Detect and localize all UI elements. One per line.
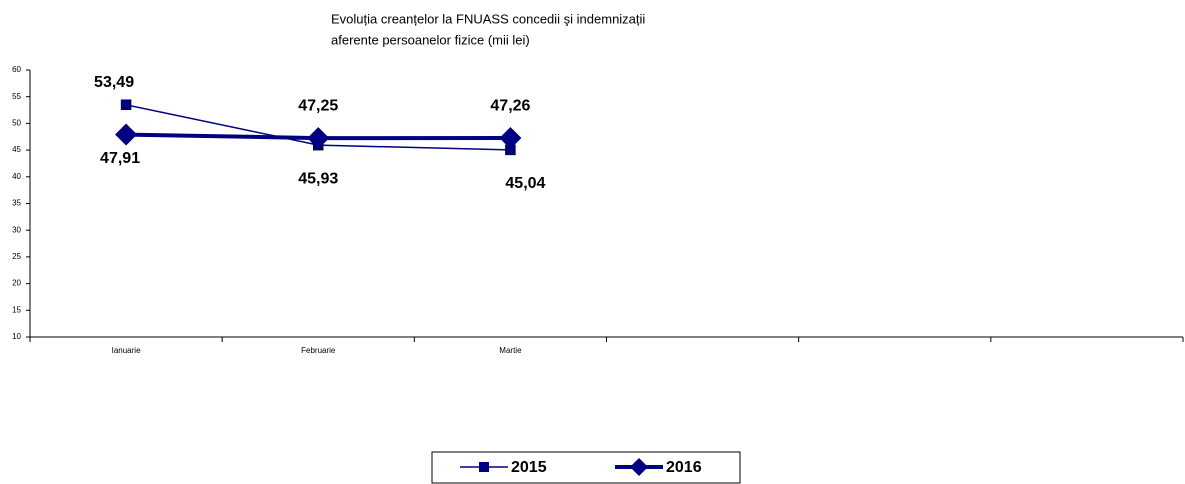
y-tick-label: 10 [12,332,21,341]
data-label: 45,04 [505,175,545,192]
y-tick-label: 60 [12,65,21,74]
marker [499,127,522,150]
chart-title: aferente persoanelor fizice (mii lei) [331,32,530,47]
y-tick-label: 35 [12,199,21,208]
legend-label: 2016 [666,459,702,476]
legend-label: 2015 [511,459,547,476]
y-tick-label: 25 [12,252,21,261]
data-label: 45,93 [298,170,338,187]
y-tick-label: 55 [12,92,21,101]
data-label: 47,26 [490,97,530,114]
chart-title: Evoluția creanțelor la FNUASS concedii ş… [331,11,645,26]
x-tick-label: Martie [499,346,522,355]
y-tick-label: 40 [12,172,21,181]
x-tick-label: Februarie [301,346,336,355]
data-label: 47,91 [100,150,140,167]
y-tick-label: 15 [12,305,21,314]
legend-marker [479,462,489,472]
y-tick-label: 50 [12,119,21,128]
marker [307,127,330,150]
data-label: 47,25 [298,97,338,114]
y-tick-label: 45 [12,145,21,154]
legend-marker [630,458,648,476]
marker [120,99,132,111]
marker [115,123,138,146]
x-tick-label: Ianuarie [112,346,141,355]
y-tick-label: 30 [12,225,21,234]
data-label: 53,49 [94,74,134,91]
y-tick-label: 20 [12,279,21,288]
